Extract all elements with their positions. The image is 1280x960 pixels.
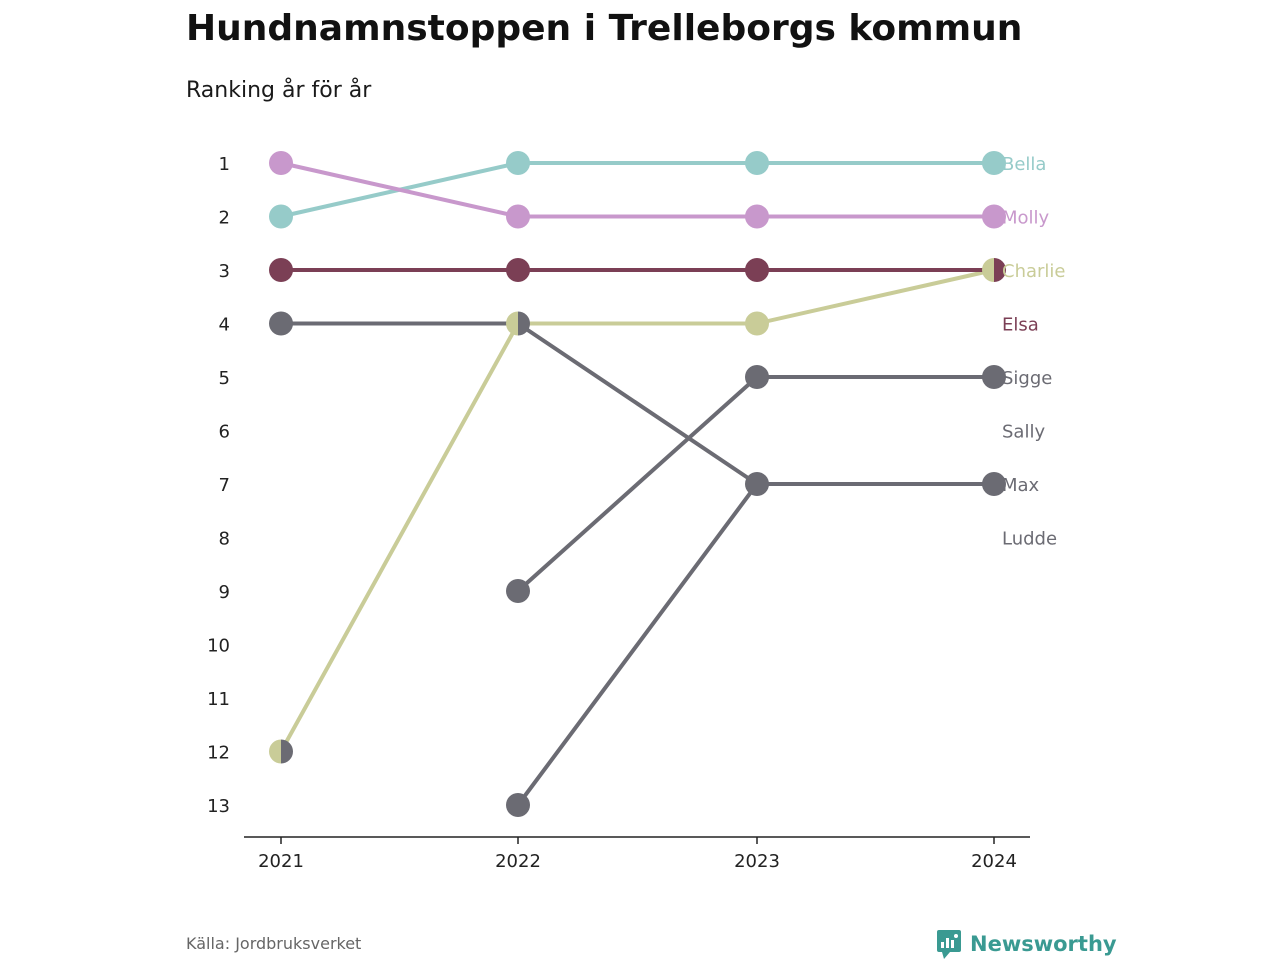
y-tick-label: 9: [219, 582, 230, 603]
point-molly: [506, 204, 530, 229]
chart-title: Hundnamnstoppen i Trelleborgs kommun: [186, 8, 1023, 49]
series-end-labels: Bella Molly Charlie Elsa Sigge Sally Max Ludde: [1002, 154, 1065, 550]
end-label-elsa: Elsa: [1002, 315, 1039, 336]
y-tick-label: 8: [219, 529, 230, 550]
point-molly: [745, 204, 769, 229]
y-tick-label: 11: [207, 689, 230, 710]
point-max: [269, 311, 293, 336]
series-line-ludde: [516, 482, 759, 807]
point-molly: [982, 204, 1006, 229]
series-points: [269, 151, 1006, 817]
x-tick-label: 2023: [734, 851, 780, 872]
point-molly: [269, 151, 293, 175]
y-tick-label: 12: [207, 743, 230, 764]
end-label-max: Max: [1002, 475, 1040, 496]
x-tick-label: 2021: [258, 851, 304, 872]
end-label-molly: Molly: [1002, 208, 1050, 229]
point-charlie: [982, 258, 994, 282]
point-elsa: [745, 258, 769, 282]
point-max: [745, 472, 757, 496]
end-label-sigge: Sigge: [1002, 368, 1052, 389]
y-tick-label: 10: [207, 636, 230, 657]
x-tick-label: 2022: [495, 851, 541, 872]
point-elsa: [994, 258, 1006, 282]
series-lines: [279, 161, 996, 807]
x-axis: 2021 2022 2023 2024: [244, 836, 1030, 872]
chart-subtitle: Ranking år för år: [186, 78, 372, 103]
series-line-charlie: [279, 268, 996, 754]
point-ludde: [757, 472, 769, 496]
point-bella: [506, 151, 530, 175]
series-line-max: [279, 321, 996, 486]
x-tick-label: 2024: [971, 851, 1017, 872]
point-charlie: [506, 311, 518, 336]
point-bella: [269, 204, 293, 229]
point-sigge: [982, 365, 1006, 389]
point-max: [518, 311, 530, 336]
point-bella: [982, 151, 1006, 175]
y-tick-label: 3: [219, 261, 230, 282]
point-max: [982, 472, 1006, 496]
series-line-bella: [279, 161, 996, 219]
y-tick-label: 13: [207, 796, 230, 817]
y-tick-label: 7: [219, 475, 230, 496]
point-sally: [281, 739, 293, 764]
y-tick-label: 2: [219, 208, 230, 229]
end-label-bella: Bella: [1002, 154, 1046, 175]
source-note: Källa: Jordbruksverket: [186, 934, 362, 953]
point-elsa: [506, 258, 530, 282]
point-ludde: [506, 793, 530, 817]
brand-logo: Newsworthy: [936, 928, 1117, 960]
point-charlie: [745, 311, 769, 336]
series-line-molly: [279, 161, 996, 219]
point-charlie: [269, 739, 281, 764]
end-label-sally: Sally: [1002, 422, 1045, 443]
end-label-charlie: Charlie: [1002, 261, 1065, 282]
point-sigge: [745, 365, 769, 389]
y-tick-label: 5: [219, 368, 230, 389]
brand-name: Newsworthy: [970, 932, 1117, 956]
y-tick-label: 4: [219, 315, 230, 336]
point-elsa: [269, 258, 293, 282]
point-sigge: [506, 579, 530, 603]
point-bella: [745, 151, 769, 175]
y-tick-label: 6: [219, 422, 230, 443]
newsworthy-logo-icon: [937, 930, 961, 959]
end-label-ludde: Ludde: [1002, 529, 1057, 550]
y-tick-label: 1: [219, 154, 230, 175]
